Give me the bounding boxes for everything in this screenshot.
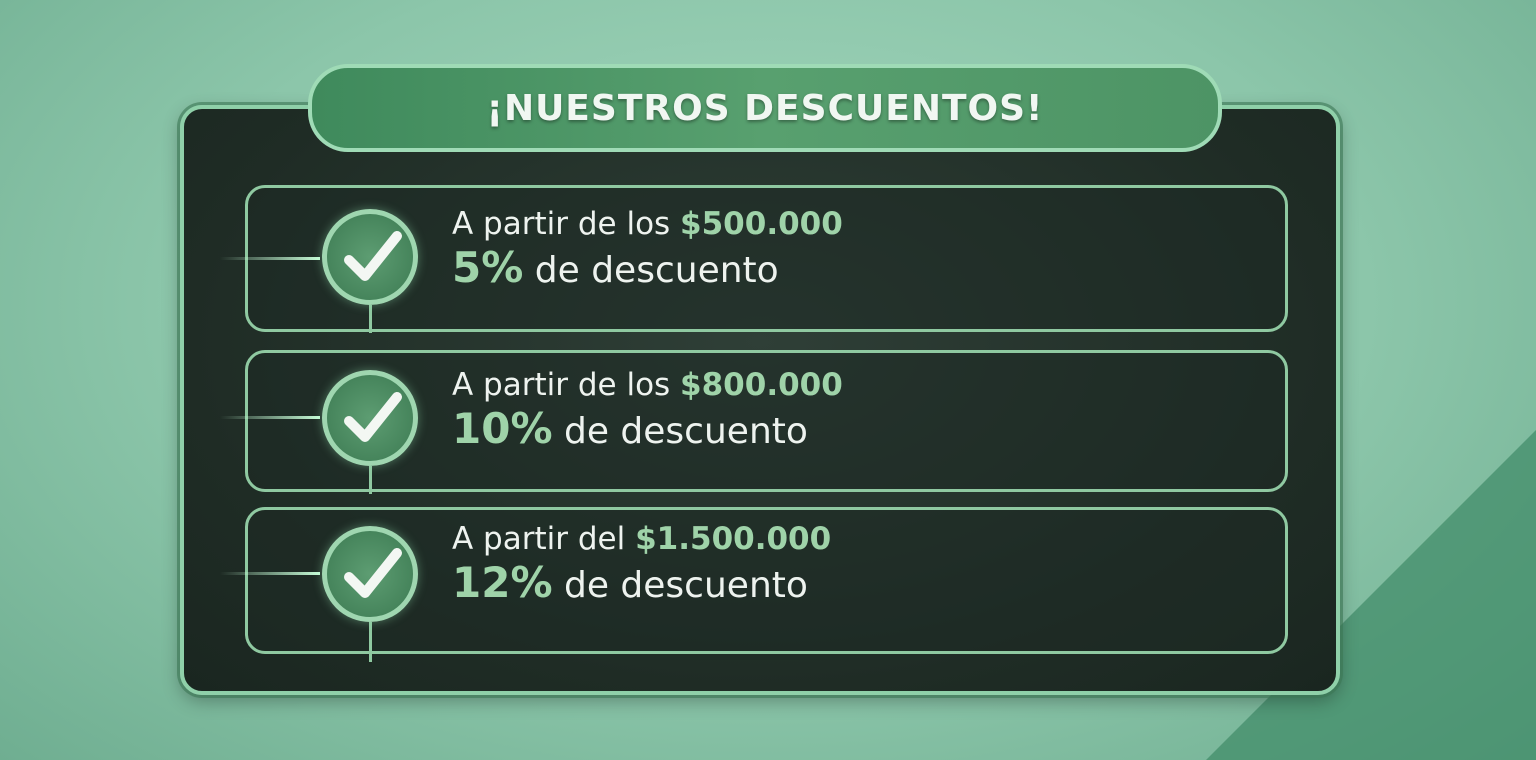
check-icon — [322, 526, 418, 622]
threshold-amount: $800.000 — [680, 367, 843, 403]
discount-row — [245, 185, 1288, 332]
threshold-prefix: A partir del — [452, 521, 626, 557]
discount-text: A partir de los $800.000 10% de descuent… — [452, 365, 843, 456]
discount-suffix: de descuento — [534, 250, 779, 291]
discount-suffix: de descuento — [563, 565, 808, 606]
connector-line — [369, 622, 372, 662]
discount-row — [245, 350, 1288, 492]
glow-line — [220, 257, 320, 260]
discount-percent: 12% — [452, 558, 553, 607]
glow-line — [220, 572, 320, 575]
threshold-prefix: A partir de los — [452, 206, 671, 242]
threshold-amount: $500.000 — [680, 206, 843, 242]
discount-percent: 5% — [452, 243, 524, 292]
glow-line — [220, 416, 320, 419]
page-title: ¡NUESTROS DESCUENTOS! — [308, 64, 1222, 152]
discount-percent: 10% — [452, 404, 553, 453]
discount-row — [245, 507, 1288, 654]
check-icon — [322, 370, 418, 466]
check-icon — [322, 209, 418, 305]
threshold-prefix: A partir de los — [452, 367, 671, 403]
discount-text: A partir del $1.500.000 12% de descuento — [452, 519, 831, 610]
threshold-amount: $1.500.000 — [635, 521, 832, 557]
discount-suffix: de descuento — [563, 411, 808, 452]
connector-line — [369, 466, 372, 494]
connector-line — [369, 305, 372, 333]
discount-text: A partir de los $500.000 5% de descuento — [452, 204, 843, 295]
